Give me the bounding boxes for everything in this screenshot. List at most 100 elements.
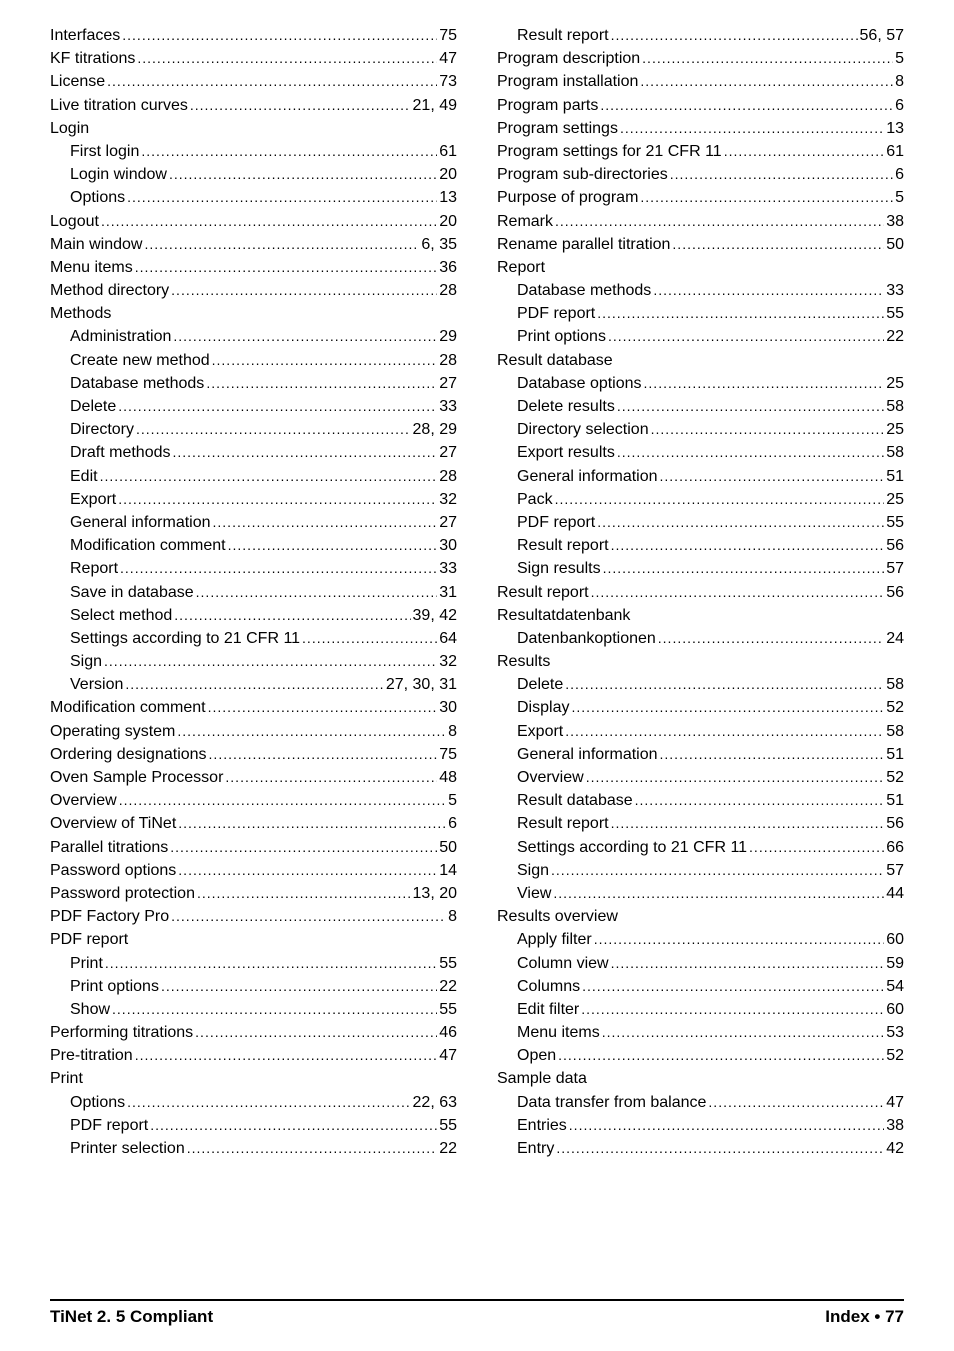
entry-dots bbox=[302, 627, 437, 650]
left-column: Interfaces75KF titrations47License73Live… bbox=[50, 24, 457, 1160]
entry-dots bbox=[672, 233, 884, 256]
entry-page: 66 bbox=[886, 836, 904, 859]
entry-dots bbox=[119, 789, 446, 812]
entry-label: Password options bbox=[50, 859, 176, 882]
entry-page: 28 bbox=[439, 465, 457, 488]
entry-dots bbox=[597, 302, 884, 325]
entry-page: 6, 35 bbox=[421, 233, 457, 256]
entry-page: 13, 20 bbox=[413, 882, 457, 905]
index-entry: Print55 bbox=[50, 952, 457, 975]
entry-label: Program sub-directories bbox=[497, 163, 668, 186]
entry-page: 55 bbox=[886, 511, 904, 534]
index-header: Resultatdatenbank bbox=[497, 604, 904, 627]
entry-label: Purpose of program bbox=[497, 186, 638, 209]
entry-page: 29 bbox=[439, 325, 457, 348]
entry-dots bbox=[161, 975, 437, 998]
footer-title: TiNet 2. 5 Compliant bbox=[50, 1307, 213, 1327]
entry-page: 33 bbox=[886, 279, 904, 302]
entry-dots bbox=[197, 882, 411, 905]
entry-label: Result report bbox=[497, 581, 589, 604]
entry-dots bbox=[208, 696, 438, 719]
index-entry: Printer selection22 bbox=[50, 1137, 457, 1160]
index-entry: Live titration curves21, 49 bbox=[50, 94, 457, 117]
entry-label: Select method bbox=[70, 604, 172, 627]
entry-label: Database options bbox=[517, 372, 642, 395]
index-entry: Ordering designations75 bbox=[50, 743, 457, 766]
entry-page: 57 bbox=[886, 859, 904, 882]
index-entry: View 44 bbox=[497, 882, 904, 905]
index-entry: Export32 bbox=[50, 488, 457, 511]
entry-dots bbox=[660, 743, 885, 766]
entry-dots bbox=[555, 210, 884, 233]
entry-page: 5 bbox=[895, 47, 904, 70]
entry-page: 61 bbox=[439, 140, 457, 163]
entry-page: 27 bbox=[439, 372, 457, 395]
entry-dots bbox=[640, 70, 893, 93]
entry-label: Password protection bbox=[50, 882, 195, 905]
index-entry: General information27 bbox=[50, 511, 457, 534]
entry-dots bbox=[708, 1091, 884, 1114]
entry-dots bbox=[127, 186, 437, 209]
entry-label: Rename parallel titration bbox=[497, 233, 670, 256]
entry-label: Edit bbox=[70, 465, 98, 488]
index-entry: Settings according to 21 CFR 1164 bbox=[50, 627, 457, 650]
entry-dots bbox=[122, 24, 437, 47]
index-entry: Result report56 bbox=[497, 812, 904, 835]
index-entry: Columns54 bbox=[497, 975, 904, 998]
entry-page: 48 bbox=[439, 766, 457, 789]
index-entry: Datenbankoptionen24 bbox=[497, 627, 904, 650]
index-entry: Print options22 bbox=[50, 975, 457, 998]
entry-page: 6 bbox=[895, 163, 904, 186]
entry-page: 56 bbox=[886, 534, 904, 557]
index-entry: Logout20 bbox=[50, 210, 457, 233]
entry-page: 52 bbox=[886, 696, 904, 719]
entry-dots bbox=[565, 673, 884, 696]
index-header: Report bbox=[497, 256, 904, 279]
entry-dots bbox=[640, 186, 893, 209]
entry-dots bbox=[178, 812, 446, 835]
entry-label: View bbox=[517, 882, 551, 905]
index-entry: Sign57 bbox=[497, 859, 904, 882]
entry-label: PDF Factory Pro bbox=[50, 905, 169, 928]
entry-page: 56, 57 bbox=[860, 24, 904, 47]
index-entry: Program description5 bbox=[497, 47, 904, 70]
entry-page: 59 bbox=[886, 952, 904, 975]
page-footer: TiNet 2. 5 Compliant Index • 77 bbox=[50, 1299, 904, 1327]
entry-dots bbox=[120, 557, 437, 580]
entry-page: 55 bbox=[886, 302, 904, 325]
entry-dots bbox=[135, 256, 438, 279]
right-column: Result report56, 57Program description5P… bbox=[497, 24, 904, 1160]
index-entry: Result database51 bbox=[497, 789, 904, 812]
entry-label: Modification comment bbox=[70, 534, 226, 557]
entry-label: Options bbox=[70, 1091, 125, 1114]
entry-label: Result report bbox=[517, 534, 609, 557]
index-entry: License73 bbox=[50, 70, 457, 93]
entry-page: 52 bbox=[886, 1044, 904, 1067]
index-entry: Select method39, 42 bbox=[50, 604, 457, 627]
entry-label: KF titrations bbox=[50, 47, 135, 70]
entry-page: 57 bbox=[886, 557, 904, 580]
entry-page: 6 bbox=[448, 812, 457, 835]
entry-dots bbox=[173, 325, 437, 348]
entry-page: 44 bbox=[886, 882, 904, 905]
index-entry: Program settings13 bbox=[497, 117, 904, 140]
entry-label: Method directory bbox=[50, 279, 169, 302]
entry-label: Overview of TiNet bbox=[50, 812, 176, 835]
index-entry: Draft methods27 bbox=[50, 441, 457, 464]
entry-label: Login window bbox=[70, 163, 167, 186]
index-entry: Purpose of program5 bbox=[497, 186, 904, 209]
entry-dots bbox=[105, 952, 437, 975]
entry-label: Column view bbox=[517, 952, 609, 975]
entry-dots bbox=[611, 952, 885, 975]
entry-dots bbox=[177, 720, 446, 743]
index-entry: Directory28, 29 bbox=[50, 418, 457, 441]
entry-label: Interfaces bbox=[50, 24, 120, 47]
entry-page: 25 bbox=[886, 418, 904, 441]
entry-label: Overview bbox=[50, 789, 117, 812]
entry-label: Sign bbox=[70, 650, 102, 673]
entry-label: Show bbox=[70, 998, 110, 1021]
entry-dots bbox=[555, 488, 885, 511]
index-entry: Data transfer from balance47 bbox=[497, 1091, 904, 1114]
entry-label: Database methods bbox=[517, 279, 651, 302]
index-entry: Result report56, 57 bbox=[497, 24, 904, 47]
